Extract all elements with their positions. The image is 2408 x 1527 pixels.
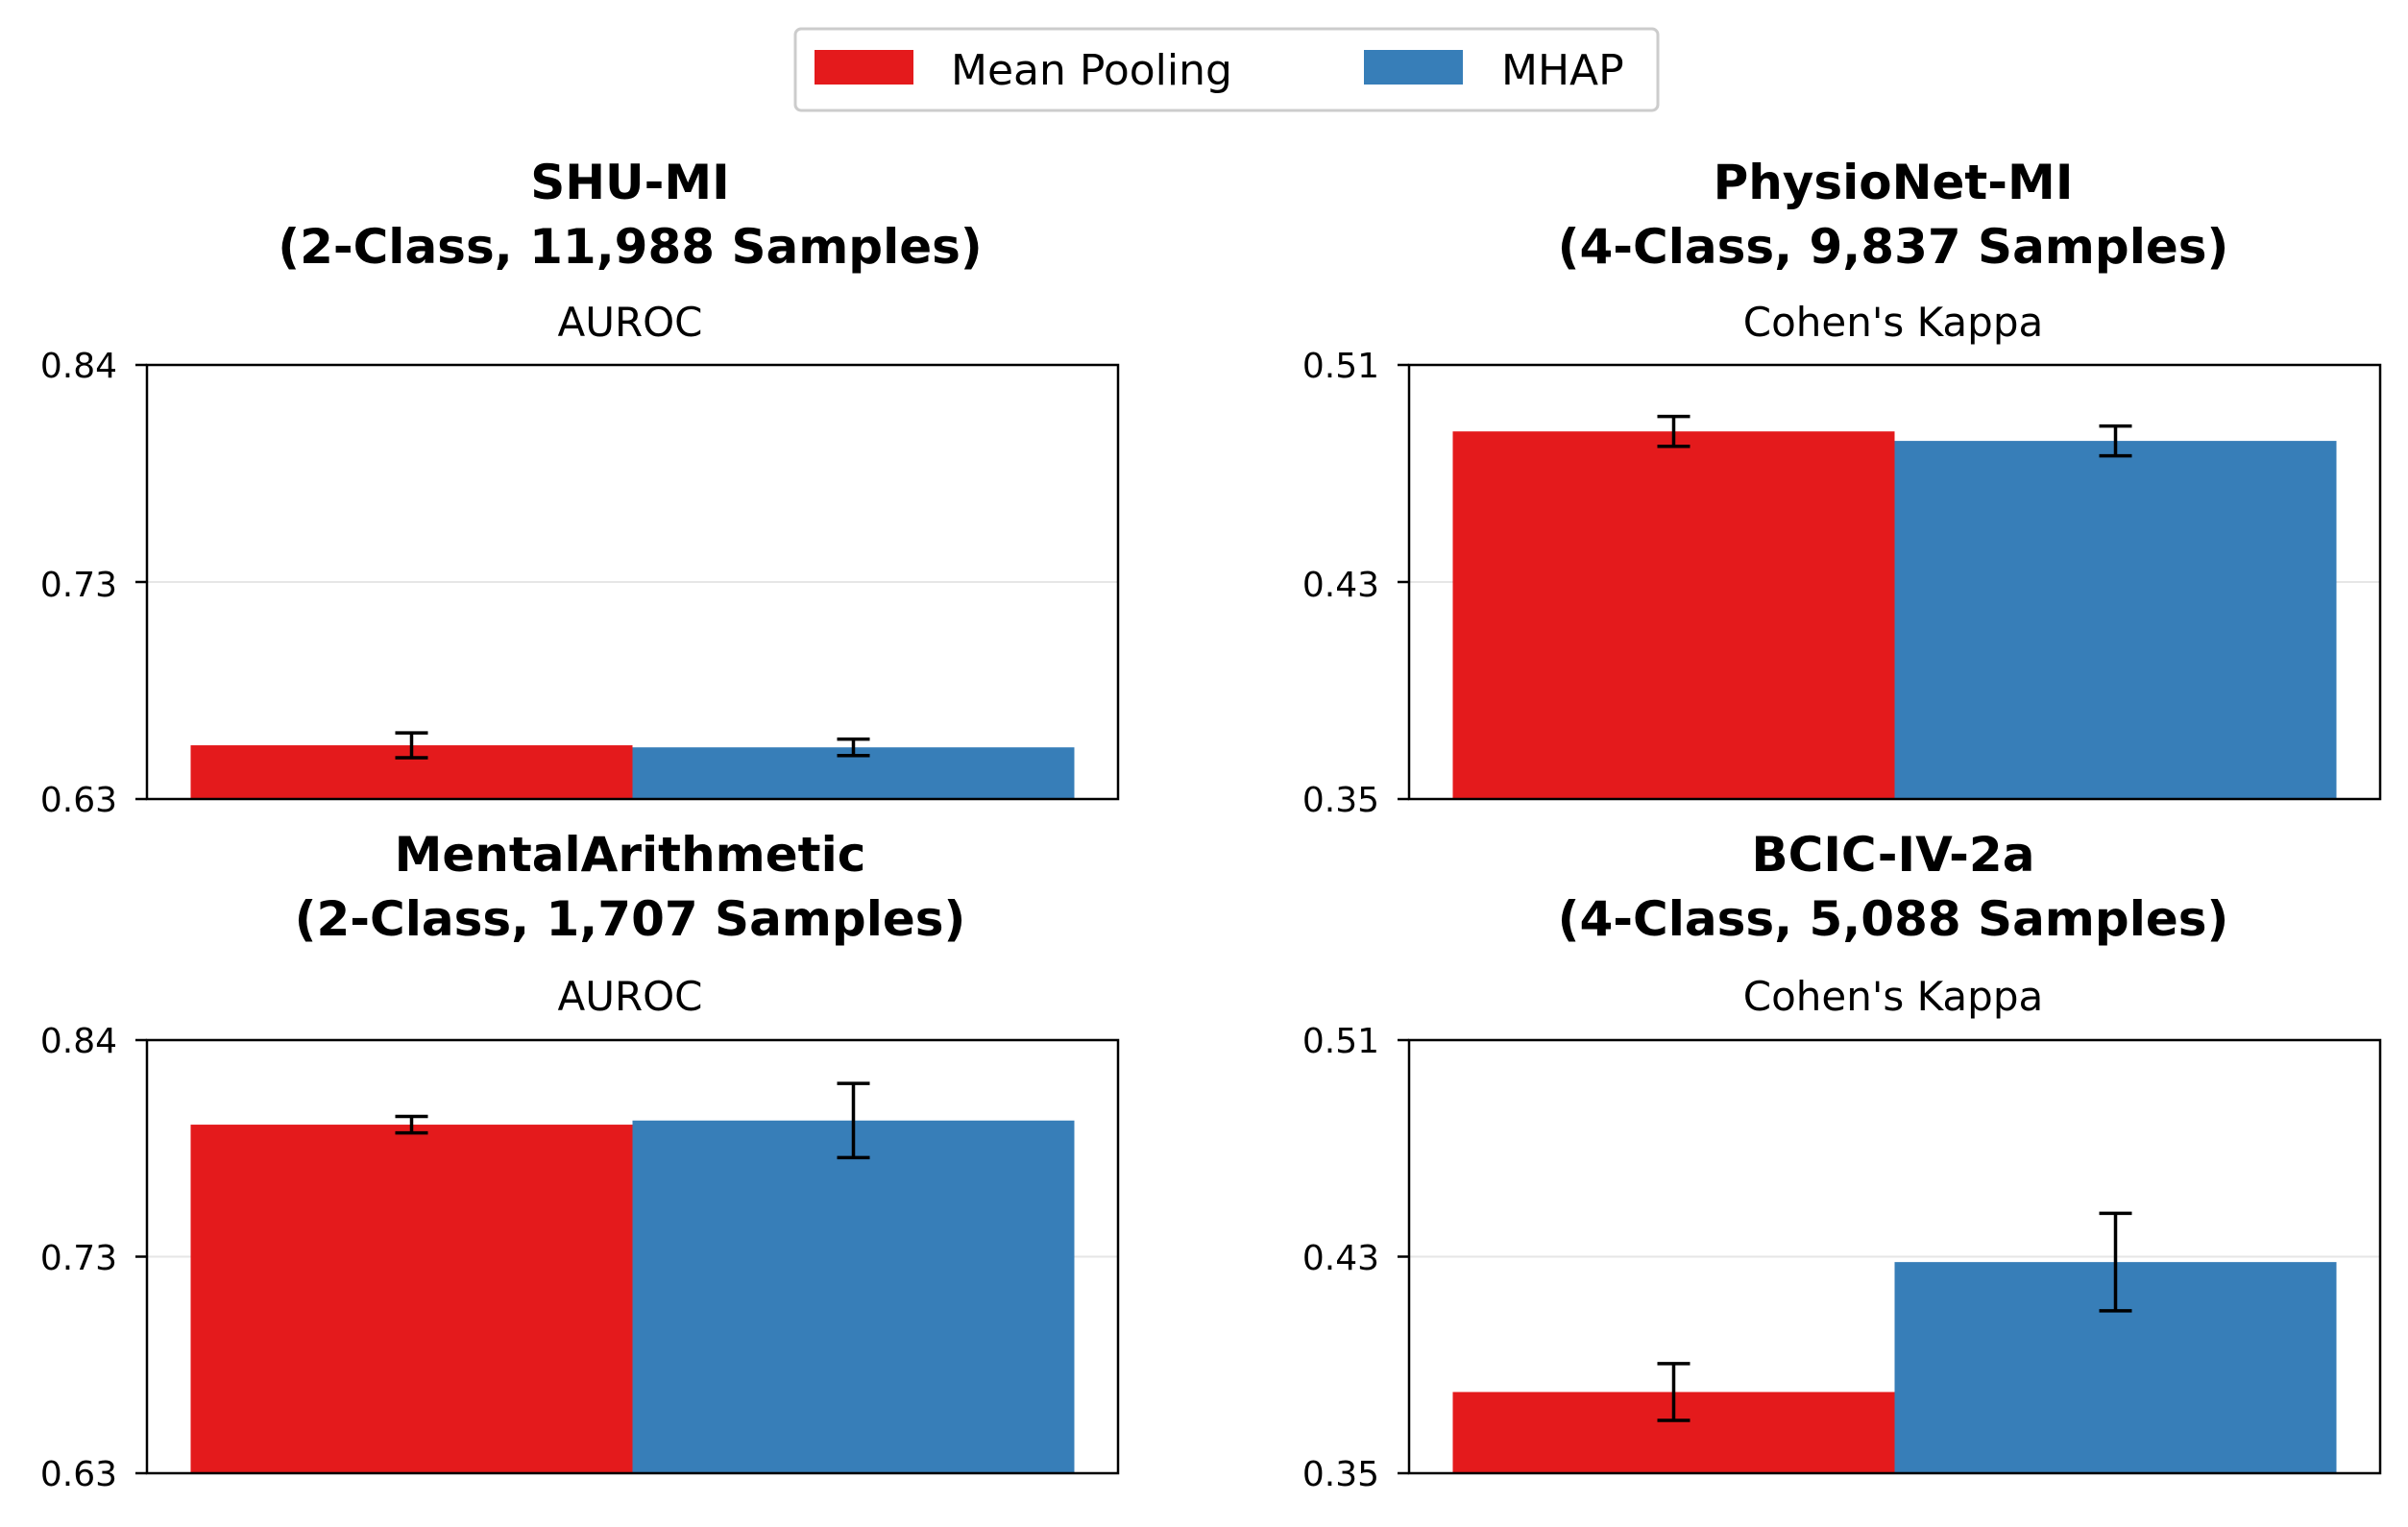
plot-area: [1398, 1038, 2382, 1475]
y-tick-label-bottom: 0.63: [40, 1455, 117, 1494]
panel-title-line2: (4-Class, 5,088 Samples): [1558, 891, 2229, 947]
panel-metric-label: AUROC: [557, 299, 702, 346]
y-tick-label-mid: 0.73: [40, 1239, 117, 1278]
bar-mean-pooling: [1452, 431, 1895, 799]
bar-mean-pooling: [190, 1125, 633, 1473]
y-tick-label-bottom: 0.63: [40, 781, 117, 820]
panel-title-line2: (4-Class, 9,837 Samples): [1558, 219, 2229, 275]
y-tick-label-mid: 0.73: [40, 566, 117, 605]
legend-label-mean-pooling: Mean Pooling: [951, 46, 1232, 95]
panel-bcic-iv-2a: BCIC-IV-2a (4-Class, 5,088 Samples) Cohe…: [1302, 827, 2382, 1494]
legend-swatch-mhap: [1364, 50, 1463, 85]
panel-title-line1: SHU-MI: [530, 155, 730, 210]
y-tick-label-top: 0.84: [40, 1022, 117, 1061]
y-tick-label-bottom: 0.35: [1302, 781, 1379, 820]
y-tick-label-top: 0.51: [1302, 1022, 1379, 1061]
panel-metric-label: Cohen's Kappa: [1743, 973, 2043, 1020]
panel-metric-label: Cohen's Kappa: [1743, 299, 2043, 346]
plot-area: [135, 1038, 1120, 1475]
panel-title-line1: BCIC-IV-2a: [1752, 827, 2035, 883]
y-tick-label-bottom: 0.35: [1302, 1455, 1379, 1494]
legend: Mean Pooling MHAP: [793, 27, 1660, 112]
panel-physionet-mi: PhysioNet-MI (4-Class, 9,837 Samples) Co…: [1302, 155, 2382, 820]
panel-shu-mi: SHU-MI (2-Class, 11,988 Samples) AUROC 0…: [40, 155, 1120, 820]
panel-title-line2: (2-Class, 1,707 Samples): [295, 891, 966, 947]
panel-mentalarithmetic: MentalArithmetic (2-Class, 1,707 Samples…: [40, 827, 1120, 1494]
y-tick-label-mid: 0.43: [1302, 566, 1379, 605]
panel-metric-label: AUROC: [557, 973, 702, 1020]
bar-mhap: [1894, 441, 2337, 799]
plot-area: [1398, 363, 2382, 801]
legend-swatch-mean-pooling: [815, 50, 913, 85]
y-tick-label-top: 0.51: [1302, 347, 1379, 386]
legend-frame: [793, 27, 1660, 112]
bar-mhap: [632, 1120, 1075, 1473]
panel-title-line1: MentalArithmetic: [395, 827, 866, 883]
plot-area: [135, 363, 1120, 801]
y-tick-label-mid: 0.43: [1302, 1239, 1379, 1278]
panel-title-line2: (2-Class, 11,988 Samples): [278, 219, 983, 275]
y-tick-label-top: 0.84: [40, 347, 117, 386]
legend-label-mhap: MHAP: [1501, 46, 1624, 95]
panel-title-line1: PhysioNet-MI: [1714, 155, 2074, 210]
